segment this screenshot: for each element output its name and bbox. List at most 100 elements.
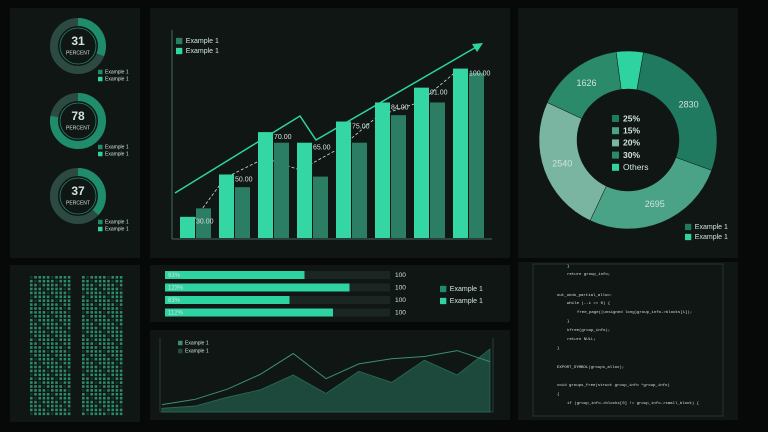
binary-glyph [55, 311, 58, 314]
binary-glyph [103, 287, 106, 291]
binary-glyph [98, 365, 102, 369]
binary-glyph [55, 357, 58, 361]
binary-glyph [55, 315, 58, 318]
binary-glyph [119, 283, 123, 287]
binary-glyph [86, 291, 89, 295]
binary-glyph [55, 346, 58, 349]
binary-glyph [119, 279, 123, 283]
binary-glyph [119, 338, 123, 341]
binary-glyph [46, 361, 50, 365]
area [161, 348, 491, 413]
binary-glyph [115, 381, 119, 384]
binary-glyph [46, 354, 50, 357]
binary-glyph [46, 307, 50, 310]
binary-glyph [82, 307, 85, 310]
binary-glyph [67, 350, 71, 353]
binary-glyph [63, 283, 67, 287]
binary-glyph [59, 381, 62, 384]
binary-glyph [98, 377, 102, 380]
binary-glyph [51, 299, 54, 302]
binary-glyph [86, 408, 89, 412]
binary-glyph [90, 295, 93, 299]
binary-glyph [94, 396, 98, 400]
binary-glyph [90, 299, 93, 302]
binary-glyph [98, 307, 102, 310]
binary-glyph [59, 404, 62, 408]
binary-glyph [107, 283, 110, 287]
binary-glyph [98, 338, 102, 341]
binary-glyph [119, 334, 123, 338]
binary-glyph [55, 307, 58, 310]
binary-glyph [34, 412, 37, 416]
bar [336, 121, 351, 238]
trend-arrow [174, 45, 479, 194]
binary-glyph [94, 412, 98, 416]
binary-glyph [103, 279, 106, 283]
binary-glyph [115, 389, 119, 392]
binary-glyph [34, 322, 37, 326]
legend-swatch [98, 151, 103, 157]
binary-glyph [115, 377, 119, 380]
binary-glyph [55, 342, 58, 345]
binary-glyph [107, 326, 110, 330]
binary-glyph [51, 365, 54, 369]
binary-glyph [98, 369, 102, 373]
binary-glyph [111, 276, 114, 279]
binary-glyph [86, 322, 89, 326]
binary-glyph [82, 346, 85, 349]
progress-bar [165, 271, 305, 279]
binary-glyph [63, 295, 67, 299]
binary-glyph [86, 369, 89, 373]
legend-swatch [98, 226, 103, 232]
binary-glyph [94, 311, 98, 314]
binary-glyph [42, 299, 46, 302]
binary-glyph [67, 385, 71, 388]
binary-glyph [55, 283, 58, 287]
binary-glyph [59, 311, 62, 314]
binary-glyph [63, 396, 67, 400]
binary-glyph [115, 315, 119, 318]
binary-glyph [115, 373, 119, 377]
binary-glyph [46, 408, 50, 412]
binary-glyph [46, 295, 50, 299]
binary-glyph [51, 342, 54, 345]
binary-glyph [107, 346, 110, 349]
binary-glyph [51, 303, 54, 306]
binary-glyph [86, 373, 89, 377]
binary-glyph [67, 303, 71, 306]
binary-glyph [82, 311, 85, 314]
binary-glyph [42, 408, 46, 412]
binary-glyph [98, 283, 102, 287]
data-label: 84.00 [391, 104, 409, 111]
binary-glyph [63, 389, 67, 392]
code-line: out_undo_partial_alloc: [557, 293, 612, 298]
binary-glyph [98, 389, 102, 392]
binary-glyph [82, 404, 85, 408]
binary-glyph [94, 365, 98, 369]
binary-glyph [38, 318, 41, 322]
legend-swatch [178, 340, 183, 346]
binary-glyph [119, 385, 123, 388]
binary-glyph [119, 291, 123, 295]
binary-glyph [30, 346, 33, 349]
binary-glyph [51, 408, 54, 412]
binary-glyph [67, 315, 71, 318]
binary-glyph [42, 295, 46, 299]
binary-glyph [90, 381, 93, 384]
binary-glyph [103, 315, 106, 318]
binary-glyph [59, 357, 62, 361]
code-line: free_page((unsigned long)group_info->blo… [577, 310, 692, 315]
binary-glyph [46, 326, 50, 330]
binary-glyph [86, 361, 89, 365]
binary-glyph [34, 334, 37, 338]
code-line: { [557, 392, 560, 397]
progress-label: 123% [168, 285, 184, 291]
binary-glyph [63, 377, 67, 380]
binary-glyph [94, 400, 98, 404]
binary-glyph [51, 354, 54, 357]
binary-glyph [55, 369, 58, 373]
binary-glyph [82, 381, 85, 384]
binary-glyph [111, 369, 114, 373]
binary-glyph [94, 330, 98, 334]
binary-glyph [46, 276, 50, 279]
